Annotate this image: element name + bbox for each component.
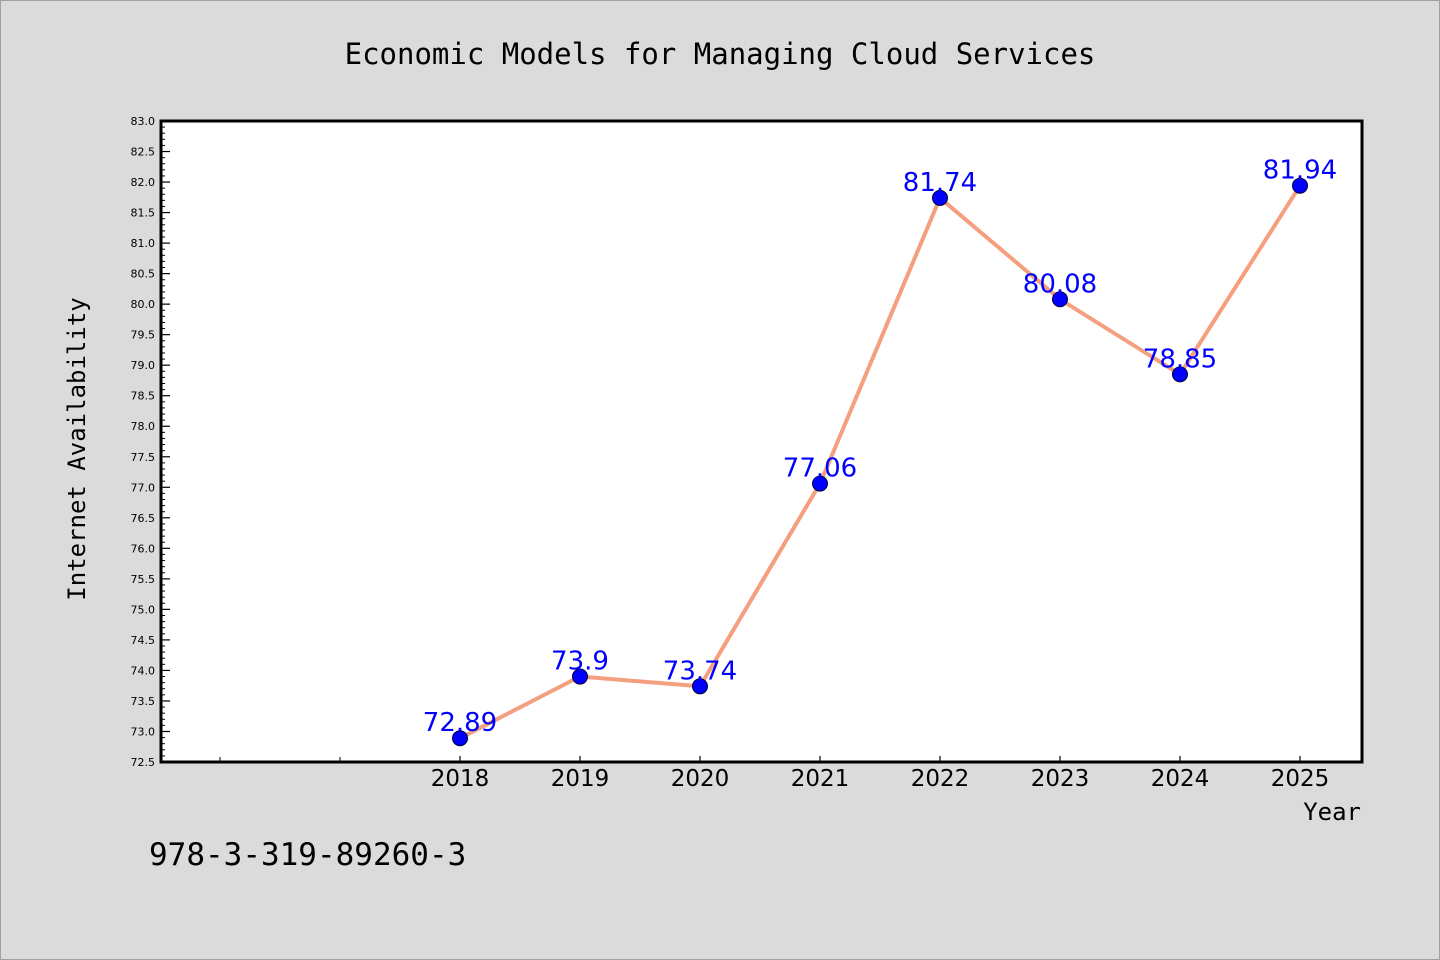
data-point (932, 189, 948, 206)
y-tick-label: 74.0 (131, 664, 156, 677)
plot-area (159, 119, 1364, 764)
data-point (812, 475, 828, 492)
isbn-label: 978-3-319-89260-3 (149, 837, 466, 873)
y-tick-label: 77.5 (131, 451, 156, 464)
y-tick-label: 75.0 (131, 603, 156, 616)
data-label: 80.08 (1023, 269, 1097, 299)
data-point (1052, 291, 1068, 308)
x-tick-label: 2025 (1271, 766, 1330, 792)
data-point (1292, 177, 1308, 194)
y-tick-label: 76.5 (131, 512, 156, 525)
y-tick-label: 79.5 (131, 329, 156, 342)
y-tick-label: 83.0 (131, 115, 156, 128)
data-point (692, 678, 708, 695)
y-tick-label: 73.0 (131, 725, 156, 738)
x-tick-label: 2024 (1151, 766, 1210, 792)
x-tick-label: 2020 (671, 766, 730, 792)
y-tick-label: 78.0 (131, 420, 156, 433)
data-label: 77.06 (783, 454, 857, 484)
y-axis-label: Internet Availability (63, 297, 91, 600)
data-label: 72.89 (423, 708, 497, 738)
data-label: 81.94 (1263, 156, 1337, 186)
data-series: 72.89 73.9 73.74 77.06 81.74 80.08 78.85 81.94 (423, 156, 1337, 747)
y-tick-label: 77.0 (131, 481, 156, 494)
data-point (452, 730, 468, 747)
x-tick-label: 2023 (1031, 766, 1090, 792)
data-label: 73.74 (663, 656, 737, 686)
x-tick-label: 2018 (431, 766, 490, 792)
x-tick-label: 2019 (551, 766, 610, 792)
y-tick-label: 80.0 (131, 298, 156, 311)
y-axis: 72.5 73.0 73.5 74.0 74.5 75.0 75.5 76.0 76.5 77.0… (131, 115, 170, 769)
y-tick-label: 75.5 (131, 573, 156, 586)
data-label: 81.74 (903, 168, 977, 198)
x-tick-label: 2022 (911, 766, 970, 792)
y-tick-label: 81.0 (131, 237, 156, 250)
y-tick-label: 76.0 (131, 542, 156, 555)
y-tick-label: 73.5 (131, 695, 156, 708)
x-tick-label: 2021 (791, 766, 850, 792)
x-axis: 2018 2019 2020 2021 2022 2023 2024 2025 (219, 756, 1330, 792)
series-line (458, 183, 1302, 741)
y-tick-label: 81.5 (131, 207, 156, 220)
y-tick-label: 82.5 (131, 146, 156, 159)
data-point (1172, 366, 1188, 383)
y-tick-label: 72.5 (131, 756, 156, 769)
y-tick-label: 79.0 (131, 359, 156, 372)
y-tick-label: 82.0 (131, 176, 156, 189)
data-label: 73.9 (551, 647, 609, 677)
y-tick-label: 78.5 (131, 390, 156, 403)
y-tick-label: 80.5 (131, 268, 156, 281)
data-label: 78.85 (1143, 344, 1217, 374)
x-axis-label: Year (1303, 798, 1361, 826)
y-tick-label: 74.5 (131, 634, 156, 647)
data-point (572, 668, 588, 685)
chart-title: Economic Models for Managing Cloud Servi… (345, 37, 1096, 71)
